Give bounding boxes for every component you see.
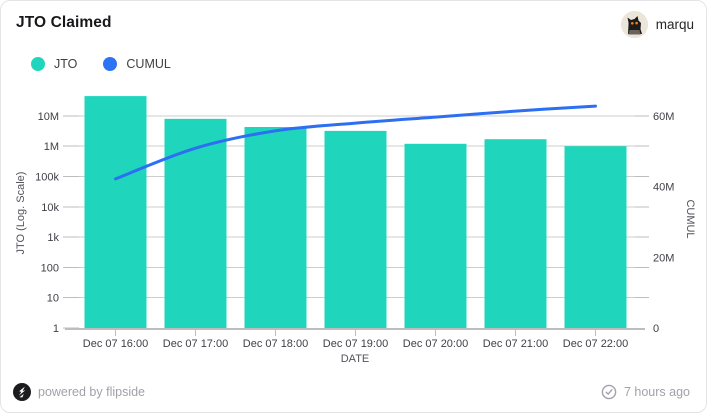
x-axis-tick-label: Dec 07 18:00 bbox=[243, 338, 308, 350]
legend-label-jto: JTO bbox=[54, 57, 78, 71]
bar-jto-0[interactable] bbox=[84, 96, 147, 328]
right-axis-tick-label: 0 bbox=[653, 323, 659, 335]
cumul-line[interactable] bbox=[114, 104, 597, 181]
powered-by-label: powered by flipside bbox=[38, 385, 146, 399]
bar-jto-1[interactable] bbox=[164, 118, 227, 329]
left-axis-tick-label: 1 bbox=[53, 323, 59, 335]
check-circle-icon bbox=[601, 384, 617, 400]
card-footer: powered by flipside 7 hours ago bbox=[1, 378, 706, 412]
right-axis-tick-label: 20M bbox=[653, 252, 674, 264]
y-axis-title-right: CUMUL bbox=[684, 199, 696, 239]
page-title: JTO Claimed bbox=[16, 14, 112, 31]
powered-by-link[interactable]: powered by flipside bbox=[13, 383, 145, 401]
last-updated: 7 hours ago bbox=[601, 384, 690, 400]
user-chip[interactable]: marqu bbox=[620, 11, 694, 38]
right-axis-tick-label: 40M bbox=[653, 182, 674, 194]
legend-item-cumul[interactable]: CUMUL bbox=[103, 57, 171, 71]
y-axis-title-left: JTO (Log. Scale) bbox=[15, 171, 27, 255]
user-avatar-icon bbox=[620, 11, 648, 38]
left-axis-tick-label: 1k bbox=[47, 232, 59, 244]
right-axis-tick-label: 60M bbox=[653, 111, 674, 123]
left-axis-tick-label: 10 bbox=[47, 293, 59, 305]
legend-label-cumul: CUMUL bbox=[126, 57, 171, 71]
left-axis-tick-label: 1M bbox=[44, 141, 59, 153]
x-axis-tick-label: Dec 07 21:00 bbox=[483, 338, 548, 350]
flipside-logo-icon bbox=[13, 383, 31, 401]
legend-dot-cumul-icon bbox=[103, 57, 118, 71]
x-axis-tick-label: Dec 07 17:00 bbox=[163, 338, 228, 350]
chart-legend: JTO CUMUL bbox=[31, 57, 171, 71]
bar-jto-4[interactable] bbox=[404, 143, 467, 328]
left-axis-tick-label: 100k bbox=[35, 172, 59, 184]
legend-dot-jto-icon bbox=[31, 57, 45, 71]
username[interactable]: marqu bbox=[655, 17, 694, 32]
bar-jto-5[interactable] bbox=[484, 139, 547, 328]
left-axis-tick-label: 10M bbox=[38, 111, 59, 123]
x-axis-tick-label: Dec 07 20:00 bbox=[403, 338, 468, 350]
left-axis-tick-label: 10k bbox=[41, 202, 59, 214]
x-axis-tick-label: Dec 07 22:00 bbox=[563, 338, 628, 350]
x-axis-title: DATE bbox=[340, 353, 370, 365]
bar-jto-3[interactable] bbox=[324, 130, 387, 328]
x-axis-tick-label: Dec 07 19:00 bbox=[323, 338, 388, 350]
x-axis-tick-label: Dec 07 16:00 bbox=[83, 338, 148, 350]
last-updated-label: 7 hours ago bbox=[623, 385, 690, 399]
bar-jto-2[interactable] bbox=[244, 127, 307, 328]
legend-item-jto[interactable]: JTO bbox=[31, 57, 77, 71]
bar-jto-6[interactable] bbox=[564, 146, 627, 328]
left-axis-tick-label: 100 bbox=[41, 262, 59, 274]
